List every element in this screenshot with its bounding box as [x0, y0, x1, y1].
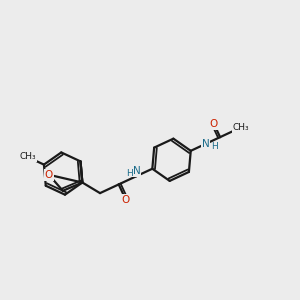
Text: CH₃: CH₃	[19, 152, 36, 161]
Text: N: N	[202, 139, 209, 149]
Text: O: O	[210, 119, 218, 129]
Text: H: H	[211, 142, 217, 151]
Text: O: O	[121, 195, 129, 205]
Text: O: O	[45, 170, 53, 180]
Text: H: H	[126, 169, 133, 178]
Text: CH₃: CH₃	[232, 123, 249, 132]
Text: N: N	[133, 166, 140, 176]
